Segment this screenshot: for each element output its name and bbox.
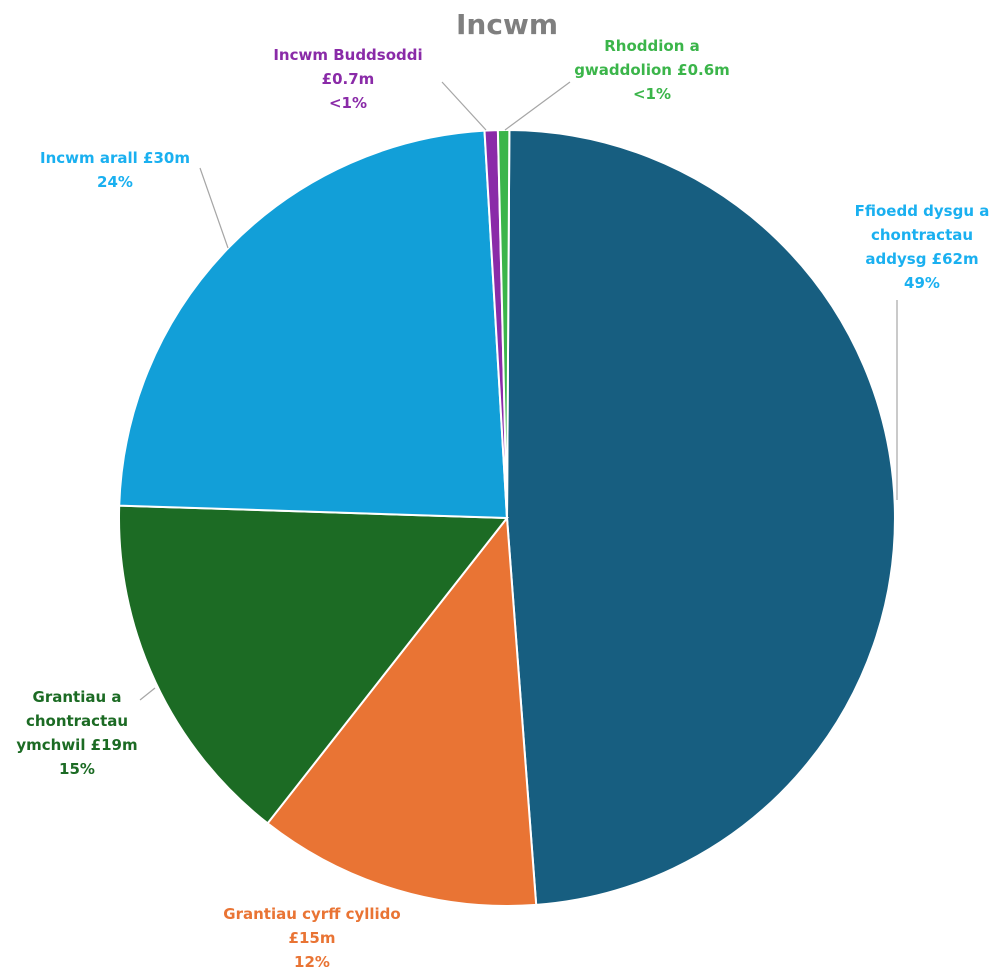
pie-slice	[505, 129, 896, 906]
leader-line	[199, 167, 229, 249]
leader-line	[504, 81, 571, 131]
pie-slice	[118, 504, 510, 825]
data-labels: Ffioedd dysgu a chontractau addysg £62m 49%…	[16, 37, 989, 971]
pie-slices	[118, 129, 896, 907]
slice-data-label: Grantiau cyrff cyllido £15m 12%	[223, 905, 400, 971]
leader-line	[139, 687, 156, 701]
pie-slice	[266, 515, 538, 907]
chart-title: Incwm	[456, 8, 558, 41]
slice-data-label: Incwm Buddsoddi £0.7m <1%	[273, 46, 422, 112]
slice-data-label: Incwm arall £30m 24%	[40, 149, 190, 191]
slice-data-label: Grantiau a chontractau ymchwil £19m 15%	[16, 688, 137, 778]
pie-slice	[118, 129, 509, 520]
leader-line	[441, 81, 487, 131]
slice-data-label: Ffioedd dysgu a chontractau addysg £62m 49%	[855, 202, 990, 292]
pie-slice	[496, 129, 511, 519]
leader-lines	[139, 81, 898, 701]
slice-data-label: Rhoddion a gwaddolion £0.6m <1%	[574, 37, 730, 103]
